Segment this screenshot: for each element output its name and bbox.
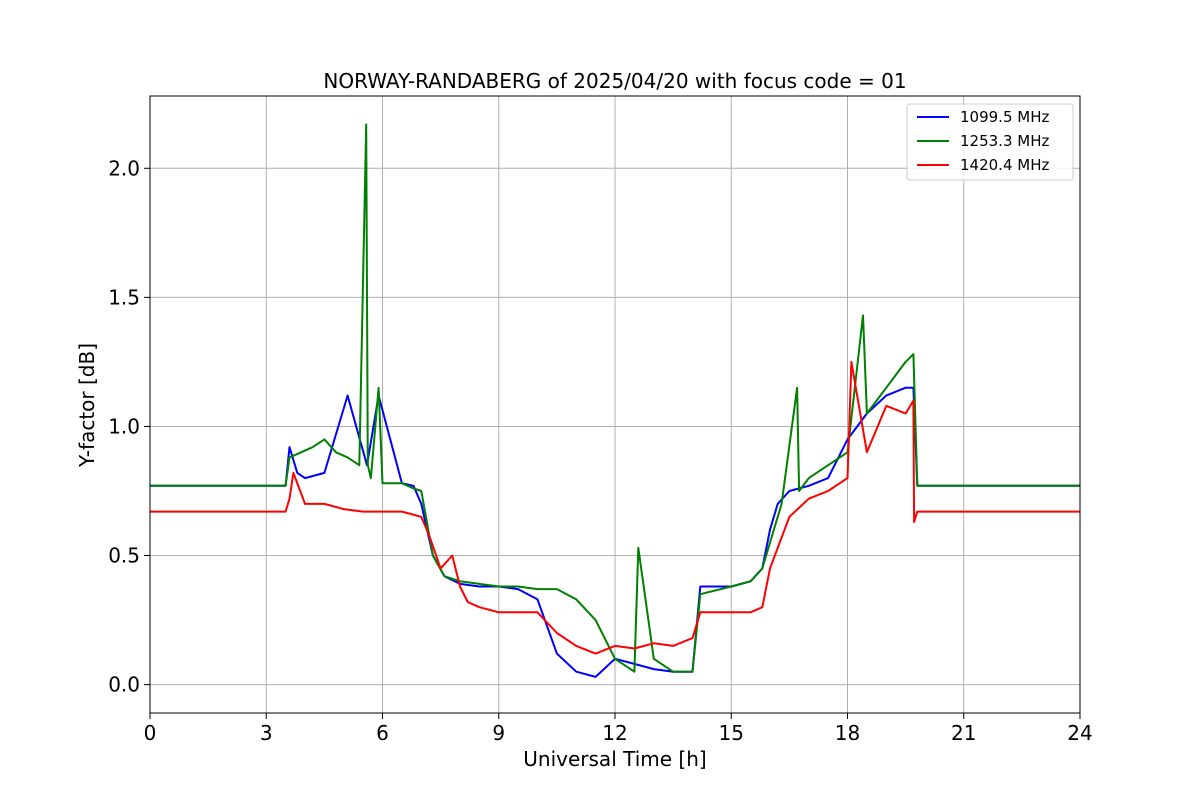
- x-tick-label: 3: [260, 721, 273, 745]
- x-tick-label: 18: [835, 721, 860, 745]
- y-tick-label: 2.0: [108, 156, 140, 180]
- legend-label: 1253.3 MHz: [960, 132, 1049, 150]
- y-tick-label: 0.5: [108, 544, 140, 568]
- x-tick-label: 0: [144, 721, 157, 745]
- series-line-1420-4-mhz: [150, 360, 1080, 655]
- y-tick-label: 0.0: [108, 673, 140, 697]
- series-line-1253-3-mhz: [150, 123, 1080, 673]
- legend-label: 1420.4 MHz: [960, 156, 1049, 174]
- x-tick-label: 21: [951, 721, 976, 745]
- x-tick-label: 24: [1067, 721, 1092, 745]
- x-tick-label: 15: [719, 721, 744, 745]
- series-layer: [150, 123, 1080, 678]
- chart-title: NORWAY-RANDABERG of 2025/04/20 with focu…: [323, 69, 906, 93]
- x-tick-label: 9: [492, 721, 505, 745]
- y-tick-label: 1.5: [108, 285, 140, 309]
- legend-label: 1099.5 MHz: [960, 108, 1049, 126]
- x-axis: 0 3 6 9 12 15 18 21 24: [144, 713, 1093, 745]
- x-axis-label: Universal Time [h]: [523, 747, 706, 771]
- legend: 1099.5 MHz 1253.3 MHz 1420.4 MHz: [906, 103, 1074, 181]
- y-axis-label: Y-factor [dB]: [75, 343, 99, 468]
- x-tick-label: 6: [376, 721, 389, 745]
- y-axis: 0.0 0.5 1.0 1.5 2.0: [108, 156, 150, 697]
- y-tick-label: 1.0: [108, 414, 140, 438]
- x-tick-label: 12: [602, 721, 627, 745]
- legend-box: [906, 103, 1074, 181]
